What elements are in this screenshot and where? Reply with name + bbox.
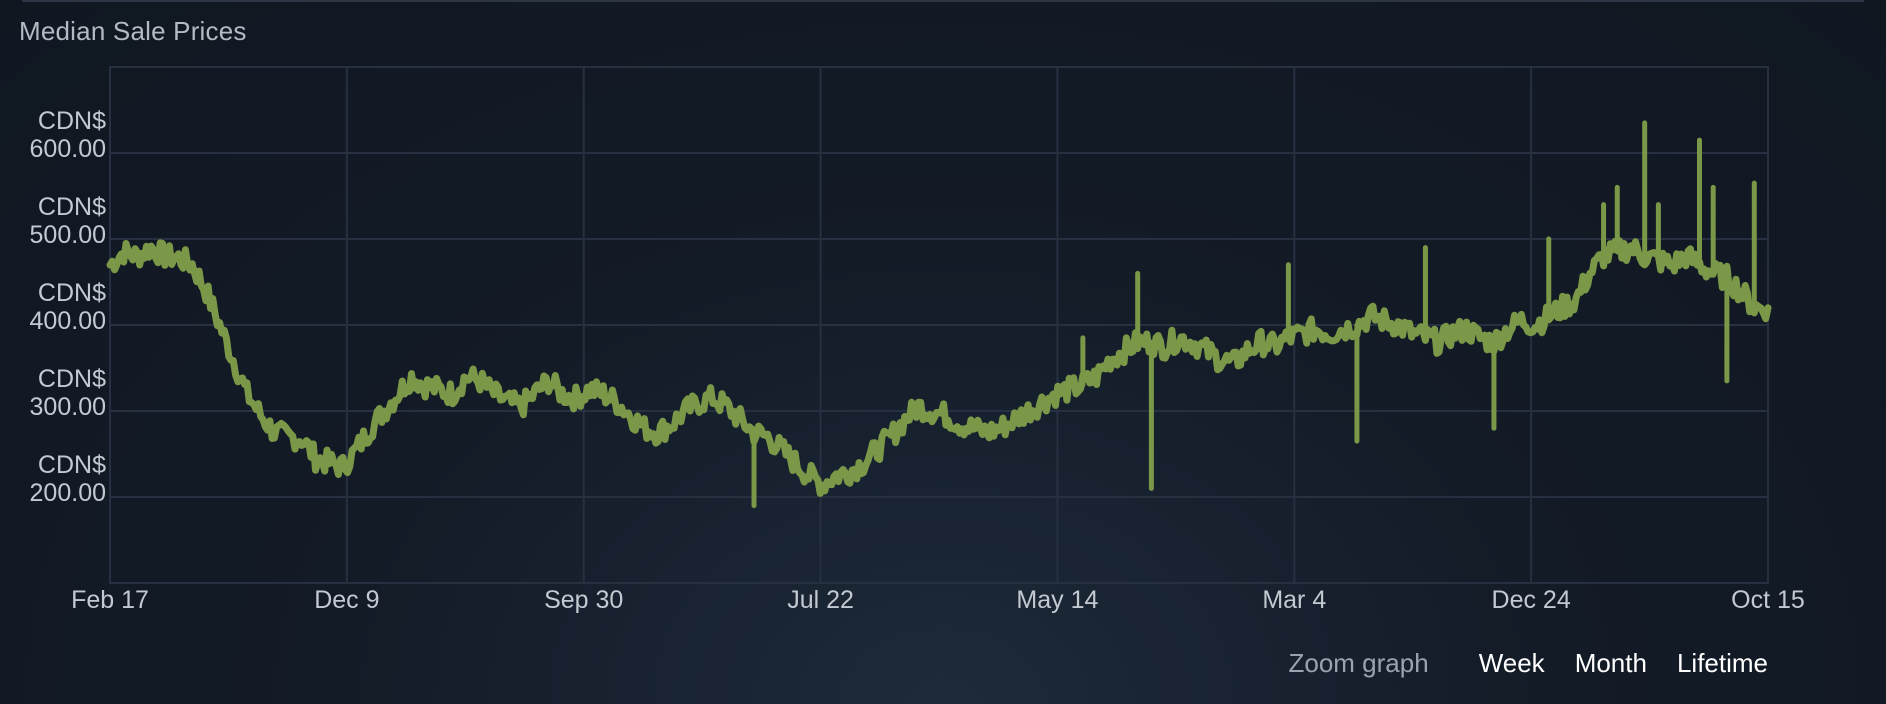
x-tick-label: Jul 22 — [787, 586, 854, 614]
y-tick-label-currency: CDN$ — [38, 193, 106, 221]
grid-layer — [109, 66, 1769, 584]
zoom-week-button[interactable]: Week — [1478, 648, 1545, 678]
top-divider — [22, 0, 1864, 2]
zoom-graph-label: Zoom graph — [1288, 648, 1429, 678]
zoom-month-button[interactable]: Month — [1574, 648, 1647, 678]
label-layer: CDN$200.00CDN$300.00CDN$400.00CDN$500.00… — [30, 107, 1805, 614]
price-series-line — [106, 237, 1772, 497]
x-tick-label: May 14 — [1016, 586, 1098, 614]
y-tick-label-value: 600.00 — [30, 135, 106, 163]
x-tick-label: Sep 30 — [544, 586, 623, 614]
x-tick-label: Dec 24 — [1492, 586, 1571, 614]
price-chart[interactable]: CDN$200.00CDN$300.00CDN$400.00CDN$500.00… — [0, 0, 1886, 640]
x-tick-label: Mar 4 — [1262, 586, 1326, 614]
zoom-controls: Zoom graph Week Month Lifetime — [1289, 648, 1769, 679]
x-tick-label: Feb 17 — [71, 586, 149, 614]
series-layer — [106, 120, 1772, 509]
chart-title: Median Sale Prices — [19, 16, 247, 46]
y-tick-label-value: 300.00 — [30, 393, 106, 421]
y-tick-label-currency: CDN$ — [38, 451, 106, 479]
y-tick-label-value: 500.00 — [30, 221, 106, 249]
zoom-lifetime-button[interactable]: Lifetime — [1676, 648, 1768, 678]
y-tick-label-currency: CDN$ — [38, 365, 106, 393]
x-tick-label: Oct 15 — [1731, 586, 1805, 614]
y-tick-label-value: 400.00 — [30, 307, 106, 335]
y-tick-label-currency: CDN$ — [38, 279, 106, 307]
x-tick-label: Dec 9 — [314, 586, 379, 614]
y-tick-label-value: 200.00 — [30, 479, 106, 507]
y-tick-label-currency: CDN$ — [38, 107, 106, 135]
